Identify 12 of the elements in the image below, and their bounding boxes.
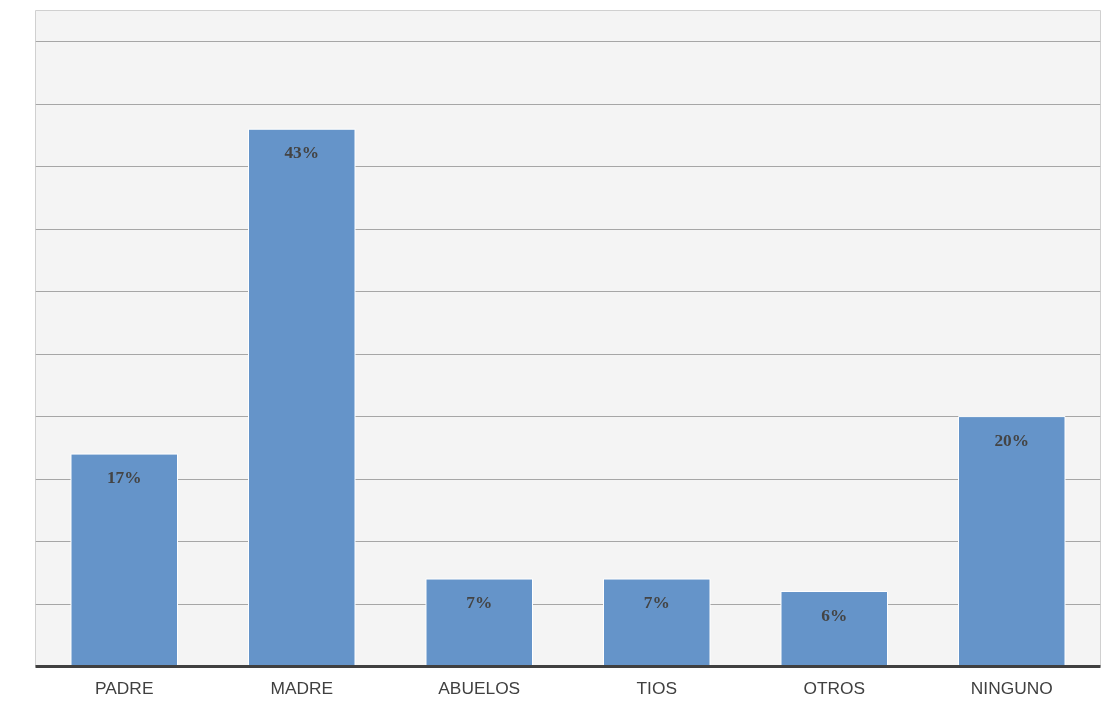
data-label: 43% [284,143,320,163]
data-label: 7% [466,593,493,613]
data-label: 17% [106,468,142,488]
x-tick-label: MADRE [270,677,334,698]
x-tick-label: NINGUNO [970,677,1053,698]
x-tick-label: PADRE [95,677,154,698]
x-tick-label: ABUELOS [438,677,521,698]
data-label: 6% [821,605,848,625]
data-label: 20% [994,430,1030,450]
x-tick-label: OTROS [803,677,866,698]
data-label: 7% [643,593,670,613]
x-tick-label: TIOS [636,677,677,698]
